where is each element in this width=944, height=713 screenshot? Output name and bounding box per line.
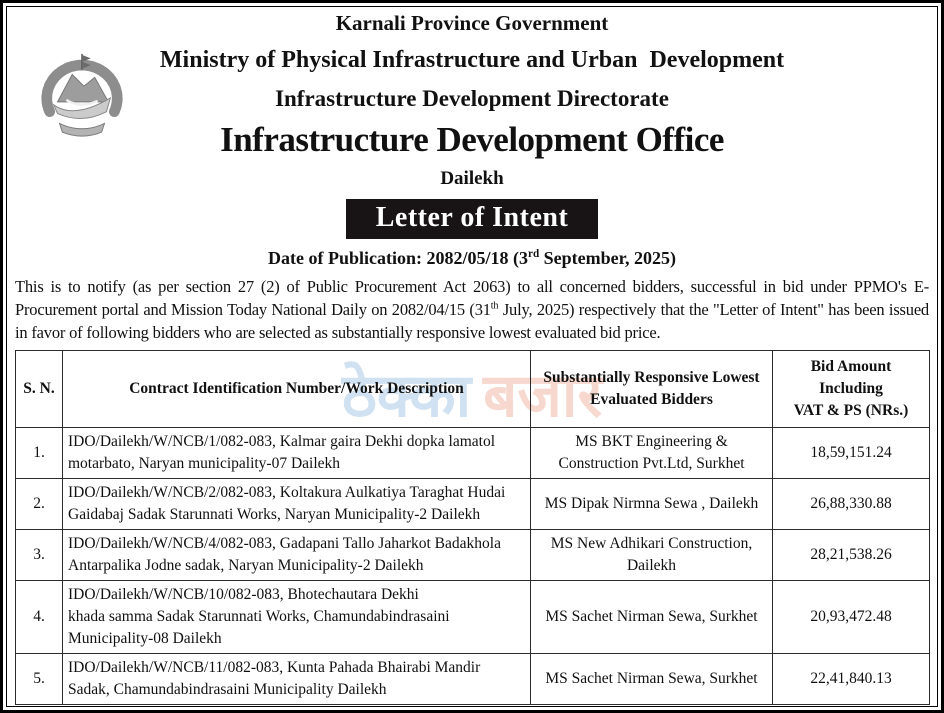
loi-table-body: 1. IDO/Dailekh/W/NCB/1/082-083, Kalmar g… (15, 426, 930, 705)
row-serial-number: 2. (15, 477, 63, 530)
notice-ordinal: th (490, 300, 499, 312)
row-bid-amount: 22,41,840.13 (772, 652, 930, 705)
header-evaluated-bidders: Substantially Responsive Lowest Evaluate… (530, 349, 773, 428)
table-row: 2. IDO/Dailekh/W/NCB/2/082-083, Koltakur… (15, 477, 930, 530)
row-bid-amount: 28,21,538.26 (772, 528, 930, 581)
table-row: 1. IDO/Dailekh/W/NCB/1/082-083, Kalmar g… (15, 426, 930, 479)
notice-text: This is to notify (as per section 27 (2)… (15, 277, 929, 320)
page-content: Karnali Province Government Ministry of … (7, 7, 937, 706)
letter-of-intent-banner: Letter of Intent (345, 199, 599, 240)
org-district-name: Dailekh (440, 167, 504, 189)
org-office-name: Infrastructure Development Office (220, 119, 724, 159)
row-contract-description: IDO/Dailekh/W/NCB/11/082-083, Kunta Paha… (62, 652, 531, 705)
publication-date-ordinal: rd (528, 248, 540, 261)
table-header-row: S. N. Contract Identification Number/Wor… (15, 349, 930, 428)
row-serial-number: 4. (15, 579, 63, 654)
row-evaluated-bidder: MS New Adhikari Construction, Dailekh (530, 528, 773, 581)
row-evaluated-bidder: MS Sachet Nirman Sewa, Surkhet (530, 579, 773, 654)
row-contract-description: IDO/Dailekh/W/NCB/1/082-083, Kalmar gair… (62, 426, 531, 479)
org-government-name: Karnali Province Government (335, 11, 609, 35)
row-evaluated-bidder: MS Dipak Nirmna Sewa , Dailekh (530, 477, 773, 530)
notice-paragraph: This is to notify (as per section 27 (2)… (15, 276, 929, 344)
header-contract-description: Contract Identification Number/Work Desc… (62, 349, 531, 428)
nepal-emblem-icon (31, 51, 133, 141)
row-contract-description: IDO/Dailekh/W/NCB/10/082-083, Bhotechaut… (62, 579, 531, 654)
row-contract-description: IDO/Dailekh/W/NCB/4/082-083, Gadapani Ta… (62, 528, 531, 581)
letter-of-intent-table: S. N. Contract Identification Number/Wor… (15, 349, 930, 705)
row-evaluated-bidder: MS Sachet Nirman Sewa, Surkhet (530, 652, 773, 705)
row-bid-amount: 20,93,472.48 (772, 579, 930, 654)
row-serial-number: 3. (15, 528, 63, 581)
table-row: 5. IDO/Dailekh/W/NCB/11/082-083, Kunta P… (15, 652, 930, 705)
row-serial-number: 1. (15, 426, 63, 479)
header-serial-number: S. N. (15, 349, 63, 428)
row-bid-amount: 18,59,151.24 (772, 426, 930, 479)
org-directorate-name: Infrastructure Development Directorate (275, 85, 669, 111)
notice-text-rest: July, 2025) respectively that the "Lette… (15, 300, 929, 342)
row-contract-description: IDO/Dailekh/W/NCB/2/082-083, Koltakura A… (62, 477, 531, 530)
row-evaluated-bidder: MS BKT Engineering & Construction Pvt.Lt… (530, 426, 773, 479)
publication-date: Date of Publication: 2082/05/18 (3rd Sep… (15, 248, 929, 269)
publication-date-text: Date of Publication: 2082/05/18 (3 (268, 248, 528, 269)
table-row: 4. IDO/Dailekh/W/NCB/10/082-083, Bhotech… (15, 579, 930, 654)
letterhead: Karnali Province Government Ministry of … (15, 11, 929, 190)
header-bid-amount: Bid Amount Including VAT & PS (NRs.) (772, 349, 930, 428)
row-bid-amount: 26,88,330.88 (772, 477, 930, 530)
row-serial-number: 5. (15, 652, 63, 705)
table-row: 3. IDO/Dailekh/W/NCB/4/082-083, Gadapani… (15, 528, 930, 581)
org-ministry-name: Ministry of Physical Infrastructure and … (159, 47, 785, 74)
publication-date-rest: September, 2025) (539, 248, 676, 269)
